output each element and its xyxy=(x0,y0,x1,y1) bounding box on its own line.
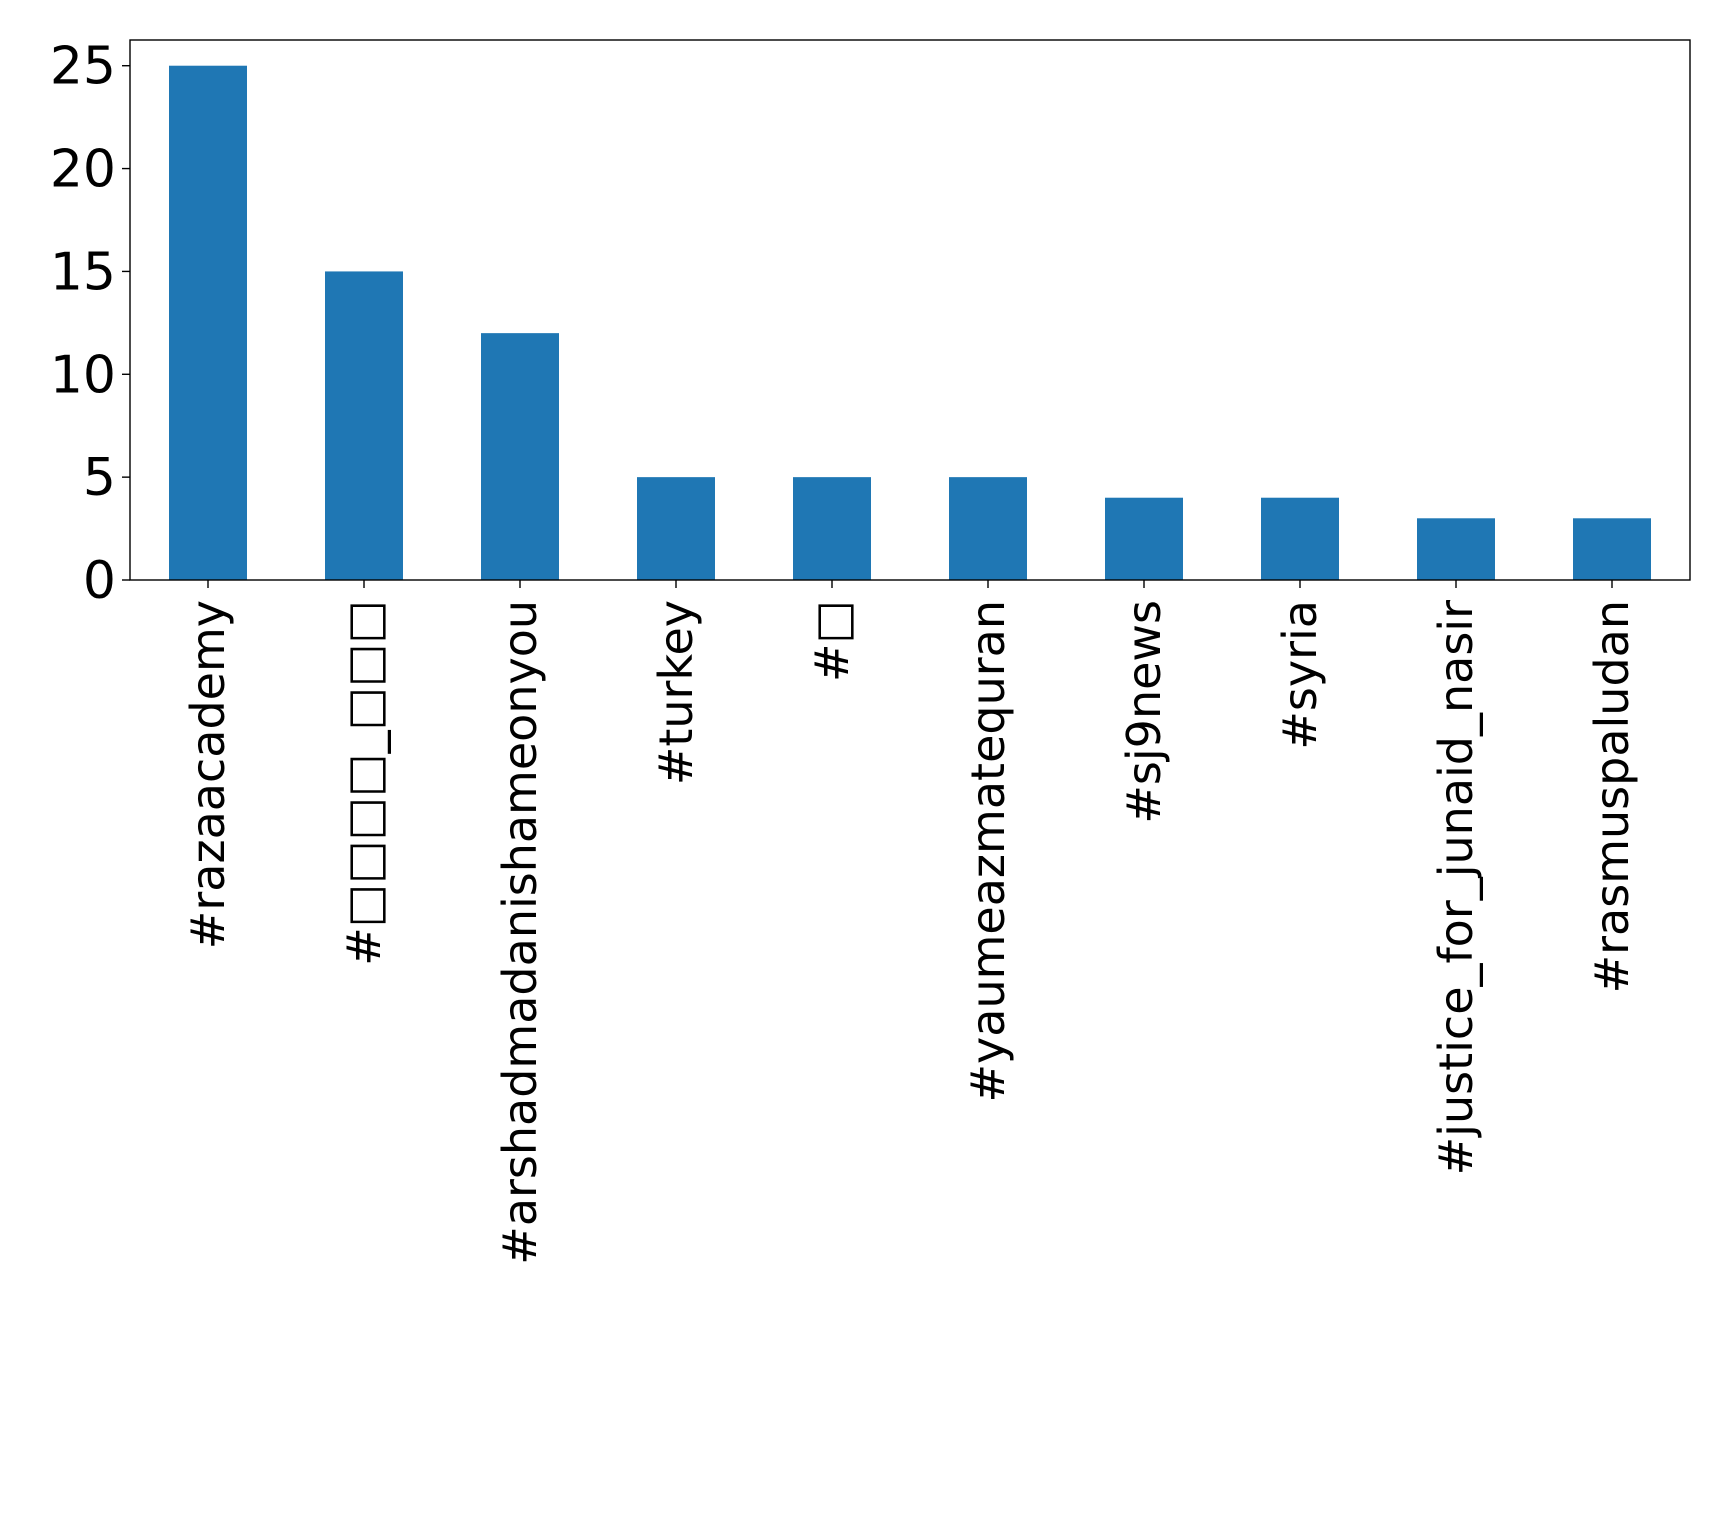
bar-8 xyxy=(1417,518,1495,580)
bar-0 xyxy=(169,65,247,580)
bar-1 xyxy=(325,271,403,580)
y-tick-label-3: 15 xyxy=(50,242,116,302)
bar-4 xyxy=(793,477,871,580)
x-tick-label-9: #rasmuspaludan xyxy=(1585,600,1639,993)
bar-2 xyxy=(481,333,559,580)
y-tick-label-2: 10 xyxy=(50,345,116,405)
x-tick-label-5: #yaumeazmatequran xyxy=(961,600,1015,1103)
x-tick-label-7: #syria xyxy=(1273,600,1327,750)
y-tick-label-4: 20 xyxy=(50,140,116,200)
x-tick-label-1: #□□□□_□□□ xyxy=(337,600,391,966)
x-tick-label-2: #arshadmadanishameonyou xyxy=(493,600,547,1265)
bar-6 xyxy=(1105,497,1183,580)
bars-group xyxy=(169,65,1651,580)
plot-frame xyxy=(129,39,1691,581)
bar-7 xyxy=(1261,497,1339,580)
x-axis: #razaacademy #□□□□_□□□ #arshadmadanishameo… xyxy=(181,580,1639,1265)
bar-5 xyxy=(949,477,1027,580)
x-tick-label-0: #razaacademy xyxy=(181,600,235,949)
y-tick-label-1: 5 xyxy=(83,448,116,508)
y-tick-label-0: 0 xyxy=(83,551,116,611)
bar-9 xyxy=(1573,518,1651,580)
x-tick-label-6: #sj9news xyxy=(1117,600,1171,824)
bar-3 xyxy=(637,477,715,580)
y-tick-label-5: 25 xyxy=(50,37,116,97)
x-tick-label-4: #□ xyxy=(805,600,859,682)
y-axis: 0 5 10 15 20 25 xyxy=(50,37,130,611)
x-tick-label-3: #turkey xyxy=(649,600,703,785)
x-tick-label-8: #justice_for_junaid_nasir xyxy=(1429,600,1483,1175)
